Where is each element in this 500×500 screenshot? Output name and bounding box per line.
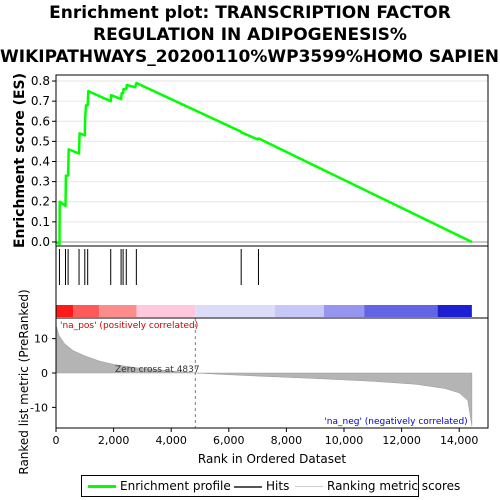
- es-ytick-label: 0.1: [31, 215, 50, 229]
- color-bar-segment: [323, 305, 365, 317]
- es-plot-area: [56, 75, 488, 246]
- legend-hits-label: Hits: [266, 479, 290, 493]
- zero-cross-label: Zero cross at 4837: [115, 365, 200, 375]
- color-bar-segment: [437, 305, 472, 317]
- metric-xtick-label: 12,000: [382, 434, 421, 447]
- color-bar-segment: [73, 305, 100, 317]
- chart-title-line-3: WIKIPATHWAYS_20200110%WP3599%HOMO SAPIEN…: [0, 47, 500, 67]
- metric-xtick-label: 4,000: [155, 434, 187, 447]
- es-ylabel: Enrichment score (ES): [12, 73, 28, 248]
- metric-xtick-label: 2,000: [98, 434, 130, 447]
- es-ytick-label: 0.2: [31, 195, 50, 209]
- color-bar-segment: [195, 305, 275, 317]
- legend-item-hits: Hits: [234, 479, 289, 493]
- es-ytick-label: 0.6: [31, 114, 50, 128]
- color-bar-segment: [56, 305, 74, 317]
- chart-title-line-1: Enrichment plot: TRANSCRIPTION FACTOR: [49, 3, 451, 23]
- es-ytick-label: 0.8: [31, 74, 50, 88]
- metric-xtick-label: 14,000: [440, 434, 479, 447]
- color-bar-segment: [274, 305, 324, 317]
- metric-ytick-label: 10: [34, 333, 48, 346]
- es-ytick-label: 0.3: [31, 175, 50, 189]
- legend: Enrichment profile Hits Ranking metric s…: [81, 475, 460, 497]
- es-profile-line: [55, 81, 473, 246]
- legend-hits-swatch: [234, 485, 262, 488]
- es-ytick-label: 0.5: [31, 134, 50, 148]
- color-bar-segment: [364, 305, 438, 317]
- chart-title: Enrichment plot: TRANSCRIPTION FACTOR RE…: [0, 2, 500, 68]
- chart-title-line-2: REGULATION IN ADIPOGENESIS%: [93, 25, 407, 45]
- legend-scores-swatch: [295, 486, 323, 487]
- metric-xtick-label: 6,000: [213, 434, 245, 447]
- legend-item-profile: Enrichment profile: [88, 479, 231, 493]
- metric-ytick-label: -10: [30, 401, 48, 414]
- neg-label: 'na_neg' (negatively correlated): [324, 417, 467, 427]
- es-ytick-label: 0.7: [31, 94, 50, 108]
- metric-xtick-label: 0: [53, 434, 60, 447]
- metric-ylabel: Ranked list metric (PreRanked): [17, 289, 31, 474]
- metric-xlabel: Rank in Ordered Dataset: [198, 452, 346, 466]
- es-ytick-label: 0.0: [31, 235, 50, 249]
- color-bar-segment: [136, 305, 196, 317]
- legend-scores-label: Ranking metric scores: [327, 479, 461, 493]
- legend-item-scores: Ranking metric scores: [295, 479, 460, 493]
- metric-panel: Zero cross at 4837 'na_pos' (positively c…: [17, 289, 489, 475]
- es-ytick-label: 0.4: [31, 155, 50, 169]
- pos-label: 'na_pos' (positively correlated): [60, 321, 198, 331]
- legend-profile-label: Enrichment profile: [120, 479, 231, 493]
- metric-plot-border: [55, 317, 489, 429]
- legend-profile-swatch: [88, 485, 116, 488]
- color-bar-segment: [99, 305, 137, 317]
- metric-xtick-label: 10,000: [325, 434, 364, 447]
- hits-panel: [55, 245, 489, 319]
- metric-xtick-label: 8,000: [271, 434, 303, 447]
- metric-ytick-label: 0: [41, 367, 48, 380]
